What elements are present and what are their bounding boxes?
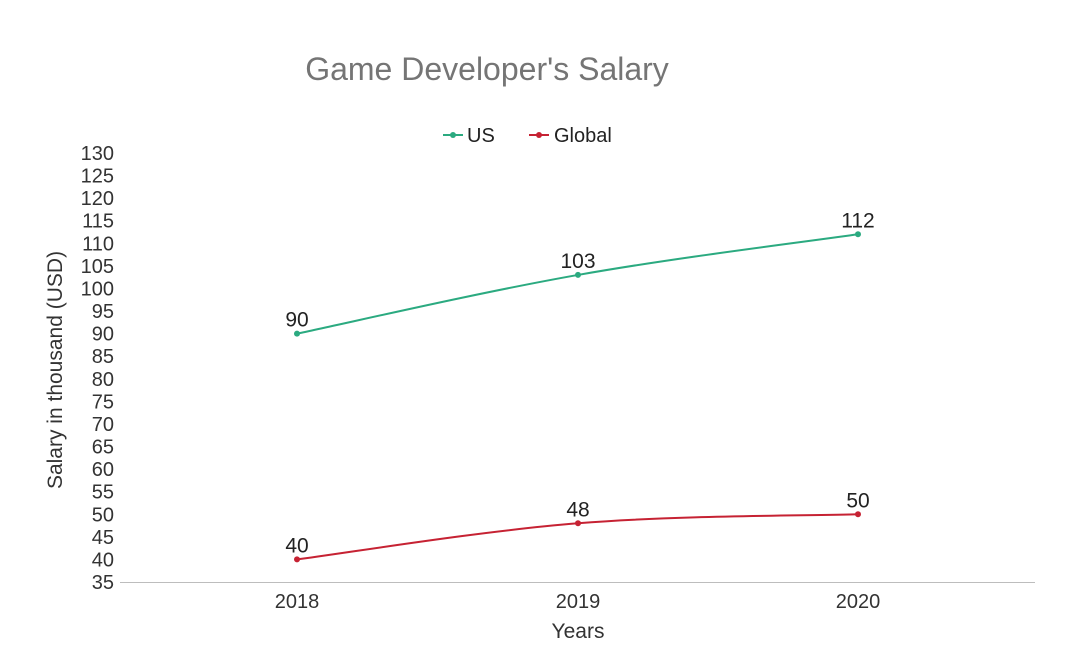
y-axis-ticks: 3540455055606570758085909510010511011512…: [81, 143, 114, 594]
y-tick-label: 100: [81, 278, 114, 300]
y-tick-label: 125: [81, 166, 114, 188]
legend-marker-us: [450, 132, 456, 138]
data-label-global-2019: 48: [566, 498, 589, 521]
legend-label-global: Global: [554, 125, 612, 147]
x-tick-label: 2020: [836, 591, 881, 613]
y-tick-label: 120: [81, 188, 114, 210]
data-point-global-2020[interactable]: [855, 511, 861, 518]
x-axis-label: Years: [552, 620, 605, 643]
data-label-global-2018: 40: [285, 534, 308, 557]
y-tick-label: 65: [92, 437, 114, 459]
data-point-us-2020[interactable]: [855, 231, 861, 238]
y-tick-label: 85: [92, 346, 114, 368]
x-axis-ticks: 2018 2019 2020: [275, 591, 881, 613]
y-tick-label: 70: [92, 414, 114, 436]
data-label-global-2020: 50: [846, 489, 869, 512]
legend-item-us[interactable]: US: [443, 125, 495, 147]
y-tick-label: 110: [82, 233, 114, 255]
data-point-us-2018[interactable]: [294, 330, 300, 337]
y-tick-label: 90: [92, 324, 114, 346]
y-tick-label: 75: [92, 391, 114, 413]
legend: US Global: [443, 125, 612, 147]
legend-item-global[interactable]: Global: [529, 125, 612, 147]
y-tick-label: 105: [81, 256, 114, 278]
legend-marker-global: [536, 132, 542, 138]
y-tick-label: 40: [92, 549, 114, 571]
series-global: 40 48 50: [285, 489, 870, 563]
series-layer: 90 103 112 40 48 50: [285, 209, 875, 563]
data-point-global-2018[interactable]: [294, 556, 300, 563]
y-tick-label: 35: [92, 572, 114, 594]
y-tick-label: 95: [92, 301, 114, 323]
data-label-us-2020: 112: [841, 209, 874, 232]
legend-label-us: US: [467, 125, 495, 147]
chart-title: Game Developer's Salary: [305, 51, 669, 87]
y-tick-label: 45: [92, 527, 114, 549]
y-tick-label: 60: [92, 459, 114, 481]
x-tick-label: 2018: [275, 591, 320, 613]
y-tick-label: 80: [92, 369, 114, 391]
series-us: 90 103 112: [285, 209, 875, 337]
y-tick-label: 115: [82, 211, 114, 233]
data-point-us-2019[interactable]: [575, 271, 581, 278]
y-axis-label: Salary in thousand (USD): [44, 251, 67, 489]
y-tick-label: 50: [92, 504, 114, 526]
x-tick-label: 2019: [556, 591, 601, 613]
data-label-us-2018: 90: [285, 309, 308, 332]
y-tick-label: 55: [92, 482, 114, 504]
y-tick-label: 130: [81, 143, 114, 165]
data-point-global-2019[interactable]: [575, 520, 581, 527]
data-label-us-2019: 103: [560, 250, 595, 273]
